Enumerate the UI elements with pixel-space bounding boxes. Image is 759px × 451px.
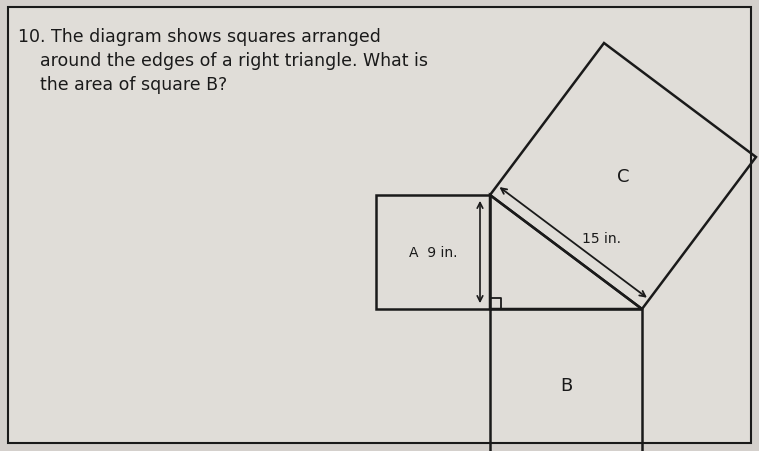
Text: C: C [617, 168, 629, 186]
Text: 10. The diagram shows squares arranged: 10. The diagram shows squares arranged [18, 28, 381, 46]
Text: around the edges of a right triangle. What is: around the edges of a right triangle. Wh… [18, 52, 428, 70]
FancyBboxPatch shape [8, 8, 751, 443]
Text: 15 in.: 15 in. [582, 231, 621, 245]
Text: B: B [560, 376, 572, 394]
Text: the area of square B?: the area of square B? [18, 76, 227, 94]
Text: A  9 in.: A 9 in. [409, 245, 457, 259]
